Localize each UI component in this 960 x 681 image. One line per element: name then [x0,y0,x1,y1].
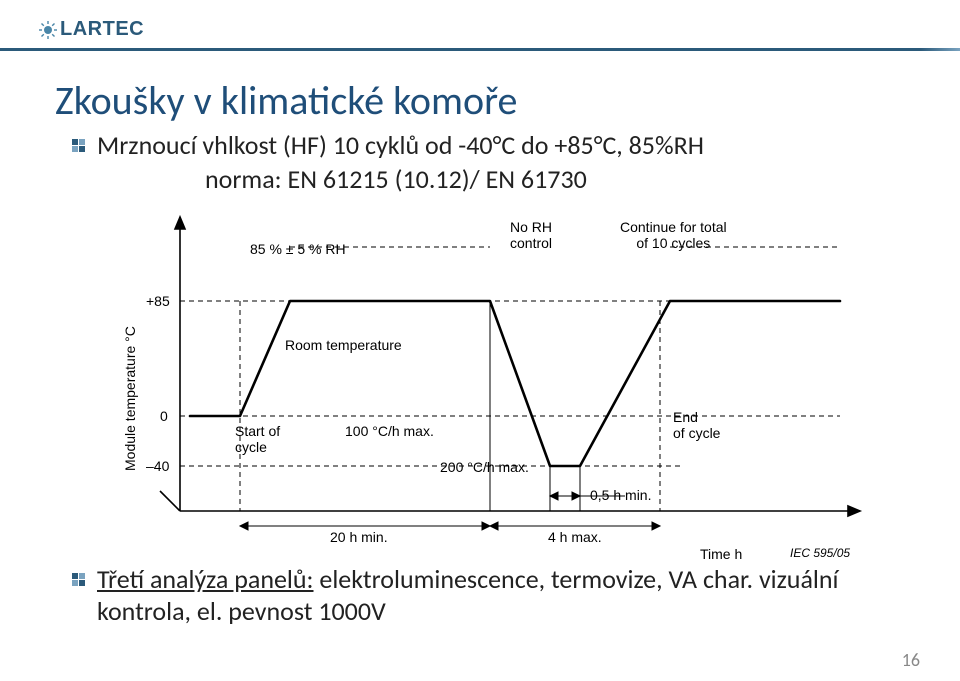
x-axis-label: Time h [700,546,742,562]
iec-ref: IEC 595/05 [790,546,850,560]
diagram: Module temperature °C +85 0 –40 85 % ± 5… [60,201,900,561]
no-rh-label: No RH control [510,219,552,251]
half-hour-label: 0,5 h min. [590,487,651,503]
rate-100-label: 100 °C/h max. [345,423,434,439]
bullet-icon [71,572,87,588]
page-number: 16 [902,649,920,671]
20h-label: 20 h min. [330,529,388,545]
tick-minus40: –40 [146,458,169,474]
sun-icon [34,19,62,41]
header-rule-fade [920,48,960,51]
start-of-cycle-label: Start of cycle [235,423,280,455]
continue-label: Continue for total of 10 cycles [620,219,727,251]
bullet-icon [71,138,87,154]
diagram-svg [60,201,900,561]
content: Zkoušky v klimatické komoře Mrznoucí vhl… [0,76,960,627]
room-temp-label: Room temperature [285,337,402,353]
header: LARTEC [0,0,960,70]
bullet-2: Třetí analýza panelů: elektroluminescenc… [71,563,905,627]
end-of-cycle-label: End of cycle [673,409,720,441]
bullet-1: Mrznoucí vhlkost (HF) 10 cyklů od -40°C … [71,129,905,161]
tick-zero: 0 [160,408,168,424]
header-rule [0,48,920,51]
bullet-2-text: Třetí analýza panelů: elektroluminescenc… [97,563,905,627]
bullet-1-subline: norma: EN 61215 (10.12)/ EN 61730 [205,163,905,195]
bullet-1-text: Mrznoucí vhlkost (HF) 10 cyklů od -40°C … [97,129,704,161]
rh-label: 85 % ± 5 % RH [250,241,346,257]
y-axis-label: Module temperature °C [122,326,138,471]
page-title: Zkoušky v klimatické komoře [55,76,905,125]
logo-text: LARTEC [60,18,144,40]
4h-label: 4 h max. [548,529,602,545]
rate-200-label: 200 °C/h max. [440,459,529,475]
logo: LARTEC [34,18,144,41]
tick-plus85: +85 [146,293,170,309]
bullet-2-prefix: Třetí analýza panelů: [97,563,314,595]
